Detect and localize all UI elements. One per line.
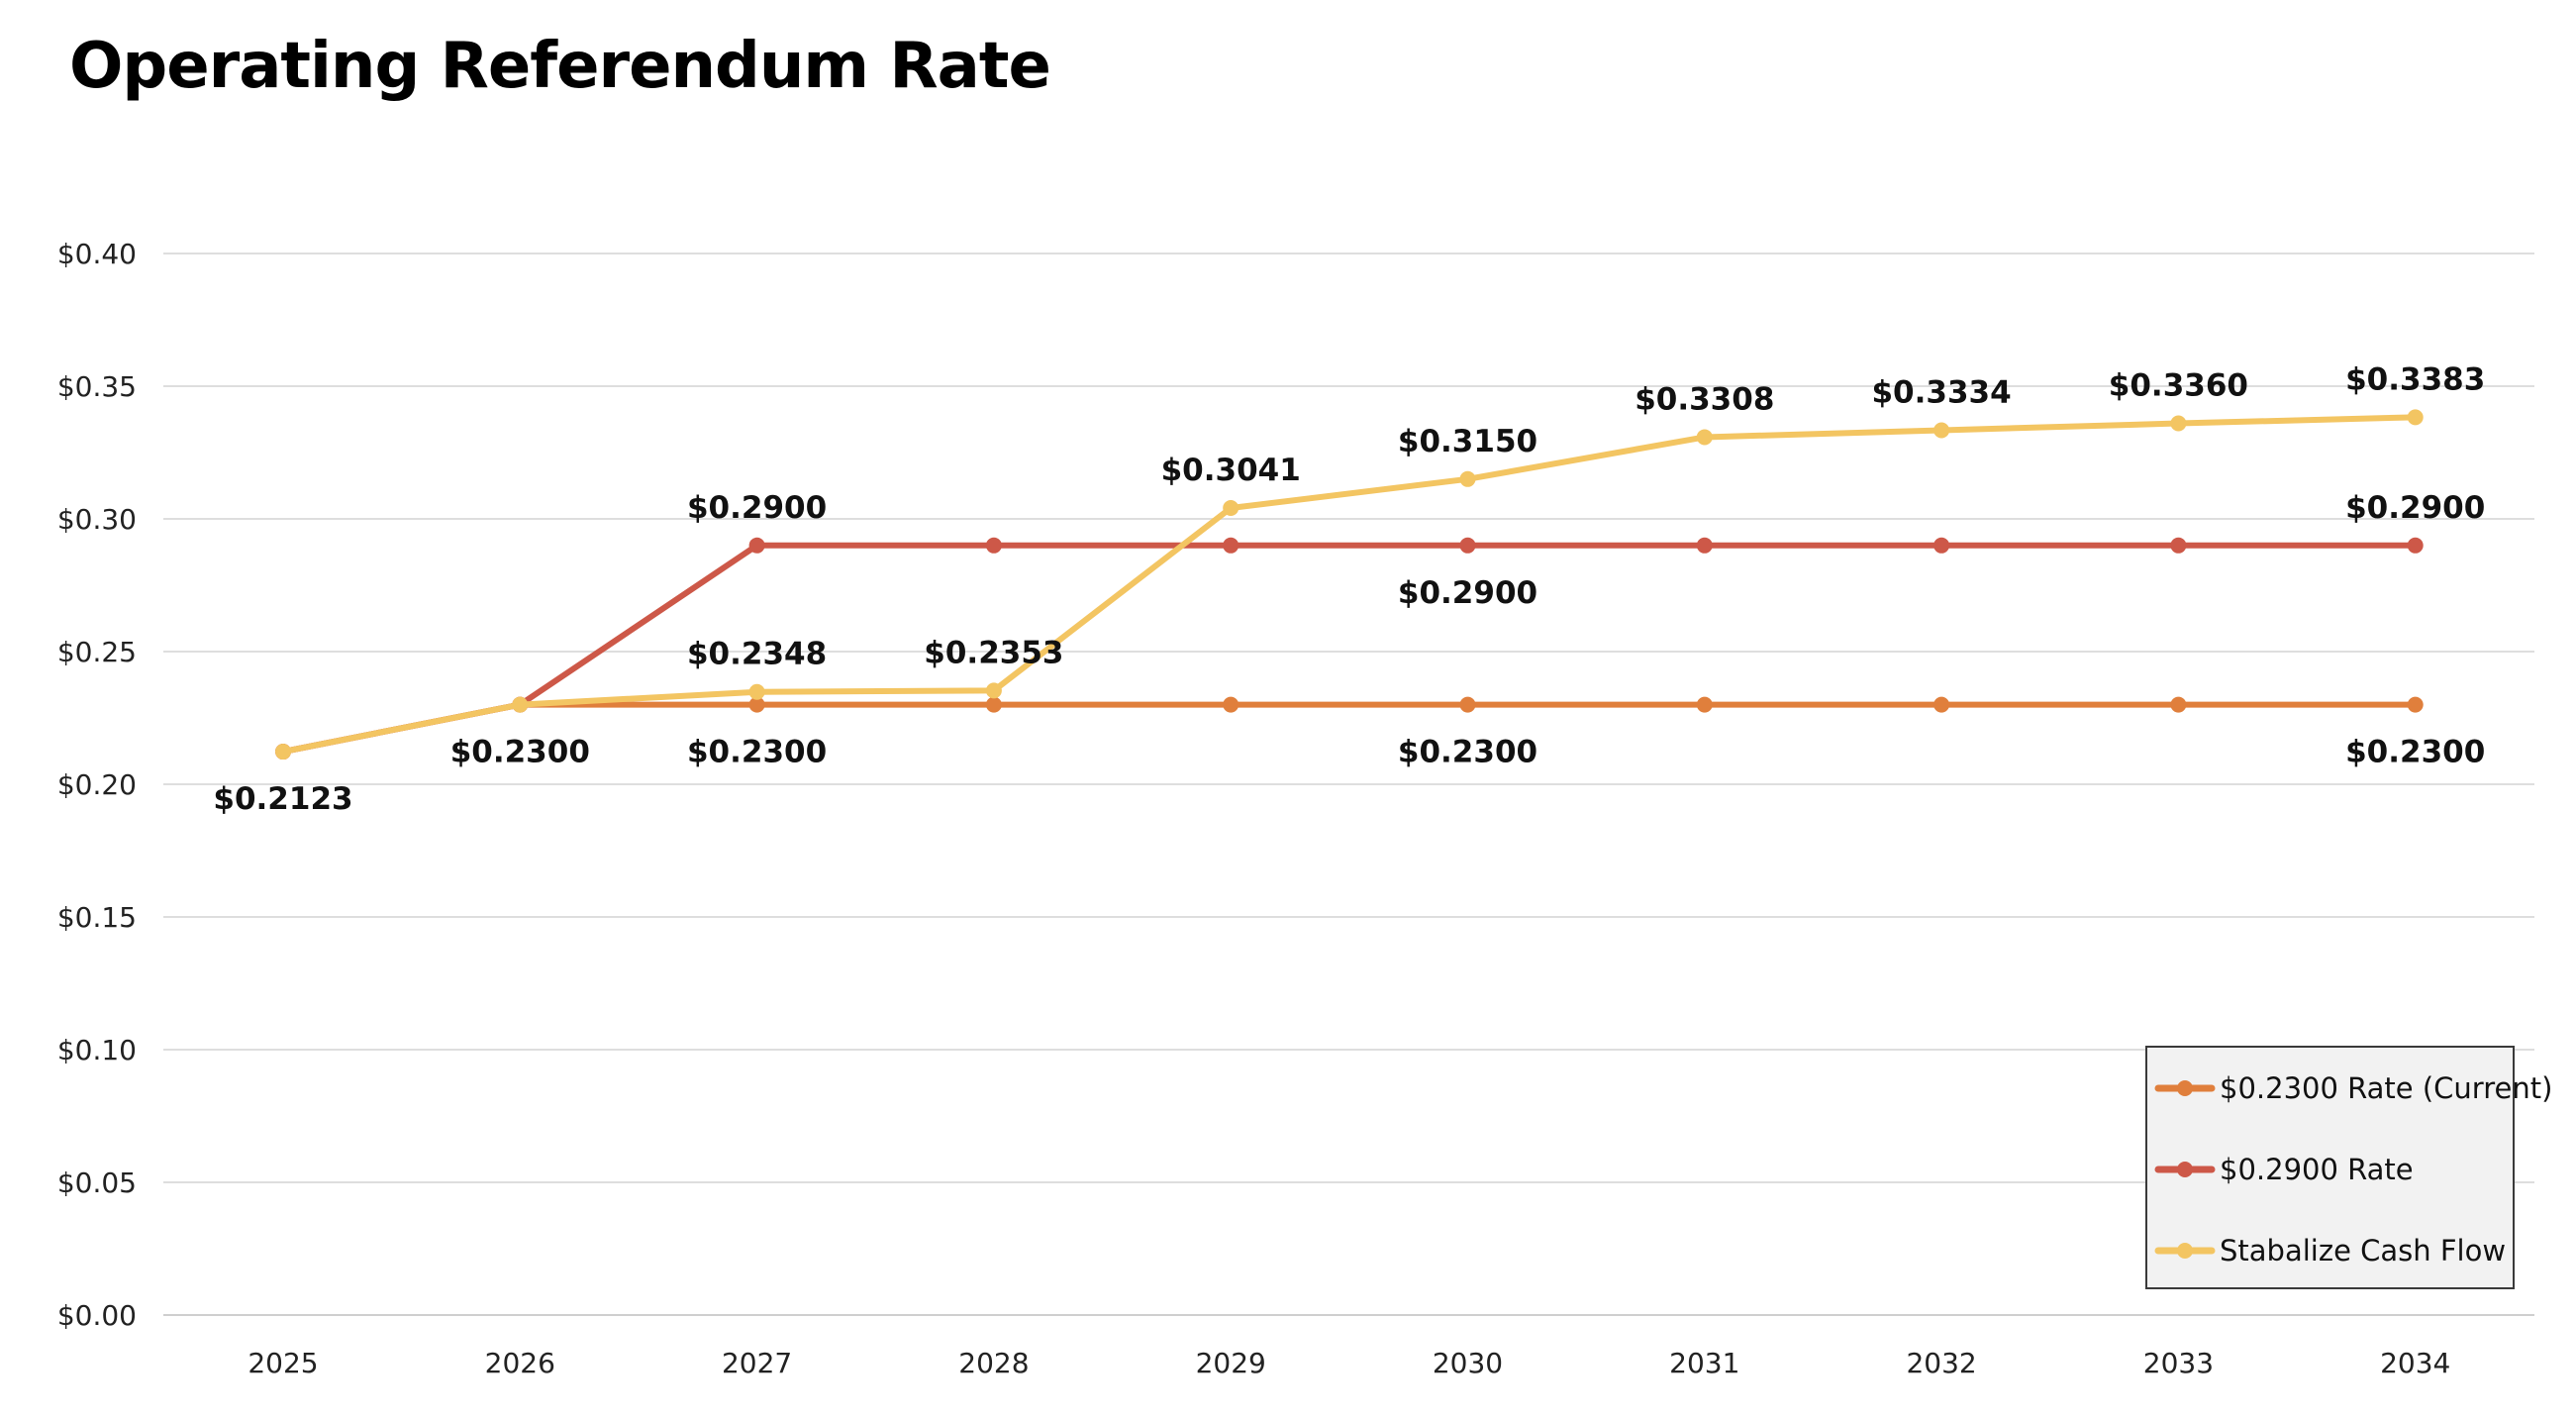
data-point: [2407, 409, 2424, 426]
series-line: [280, 701, 2419, 756]
data-point: [2407, 537, 2424, 554]
data-point: [1459, 696, 1476, 713]
data-label: $0.2348: [687, 637, 827, 672]
data-label: $0.2900: [1398, 575, 1537, 611]
data-point: [2407, 696, 2424, 713]
x-tick-label: 2032: [1906, 1347, 1976, 1379]
data-point: [1696, 537, 1713, 554]
data-label: $0.3360: [2109, 368, 2248, 404]
data-point: [1223, 696, 1239, 713]
y-tick-label: $0.30: [57, 503, 137, 536]
legend-label: $0.2300 Rate (Current): [2220, 1071, 2552, 1105]
legend-swatch-marker: [2177, 1080, 2193, 1096]
data-labels: $0.2123 $0.2300 $0.2300 $0.2300 $0.2300 $0.29…: [213, 361, 2485, 817]
data-label: $0.2900: [687, 490, 827, 526]
data-label: $0.3383: [2345, 361, 2485, 397]
data-label: $0.2300: [2345, 735, 2485, 770]
series-2: [275, 409, 2424, 761]
data-point: [1459, 470, 1476, 487]
legend: $0.2300 Rate (Current) $0.2900 Rate Stabal…: [2145, 1046, 2552, 1289]
data-point: [2170, 696, 2187, 713]
legend-item: Stabalize Cash Flow: [2154, 1234, 2506, 1268]
y-tick-label: $0.05: [57, 1166, 137, 1199]
legend-swatch-marker: [2177, 1243, 2193, 1259]
data-point: [985, 537, 1002, 554]
data-label: $0.2900: [2345, 490, 2485, 526]
series-0: [275, 696, 2424, 761]
data-point: [1223, 537, 1239, 554]
data-point: [1459, 537, 1476, 554]
data-point: [985, 682, 1002, 699]
legend-label: Stabalize Cash Flow: [2220, 1234, 2506, 1268]
data-label: $0.2123: [213, 781, 352, 817]
grid-lines: [163, 253, 2534, 1316]
data-point: [748, 683, 765, 700]
x-tick-label: 2034: [2380, 1347, 2450, 1379]
data-point: [1696, 696, 1713, 713]
series-line: [280, 542, 2419, 756]
data-point: [1933, 422, 1950, 439]
data-label: $0.2300: [1398, 735, 1537, 770]
data-label: $0.2353: [924, 635, 1063, 670]
data-point: [748, 537, 765, 554]
data-label: $0.3150: [1398, 424, 1537, 459]
x-tick-label: 2029: [1196, 1347, 1266, 1379]
data-point: [1933, 696, 1950, 713]
data-point: [1933, 537, 1950, 554]
y-tick-label: $0.15: [57, 901, 137, 934]
x-tick-label: 2031: [1669, 1347, 1739, 1379]
data-point: [2170, 415, 2187, 432]
data-point: [985, 696, 1002, 713]
series-lines: [275, 409, 2424, 761]
data-point: [1696, 429, 1713, 446]
series-line: [280, 414, 2419, 756]
data-label: $0.3308: [1635, 381, 1774, 417]
data-point: [2170, 537, 2187, 554]
y-axis-tick-labels: $0.00 $0.05 $0.10 $0.15 $0.20 $0.25 $0.30 $0.35…: [57, 238, 137, 1332]
x-tick-label: 2033: [2143, 1347, 2214, 1379]
y-tick-label: $0.20: [57, 768, 137, 801]
y-tick-label: $0.35: [57, 370, 137, 403]
data-point: [1223, 500, 1239, 517]
data-label: $0.3041: [1161, 453, 1301, 488]
data-point: [275, 744, 291, 761]
x-tick-label: 2030: [1433, 1347, 1503, 1379]
x-tick-label: 2026: [485, 1347, 555, 1379]
data-point: [748, 696, 765, 713]
series-1: [275, 537, 2424, 761]
data-label: $0.2300: [687, 735, 827, 770]
data-label: $0.2300: [450, 735, 590, 770]
y-tick-label: $0.10: [57, 1034, 137, 1066]
x-tick-label: 2025: [248, 1347, 318, 1379]
y-tick-label: $0.25: [57, 636, 137, 668]
y-tick-label: $0.00: [57, 1299, 137, 1332]
legend-label: $0.2900 Rate: [2220, 1153, 2414, 1186]
x-axis-tick-labels: 2025 2026 2027 2028 2029 2030 2031 2032 2033 2034: [248, 1347, 2450, 1379]
y-tick-label: $0.40: [57, 238, 137, 270]
legend-swatch-marker: [2177, 1162, 2193, 1177]
x-tick-label: 2027: [722, 1347, 792, 1379]
x-tick-label: 2028: [958, 1347, 1029, 1379]
legend-item: $0.2900 Rate: [2154, 1153, 2414, 1186]
data-point: [512, 696, 529, 713]
data-label: $0.3334: [1871, 374, 2011, 410]
chart-title: Operating Referendum Rate: [69, 30, 1051, 103]
legend-item: $0.2300 Rate (Current): [2154, 1071, 2552, 1105]
